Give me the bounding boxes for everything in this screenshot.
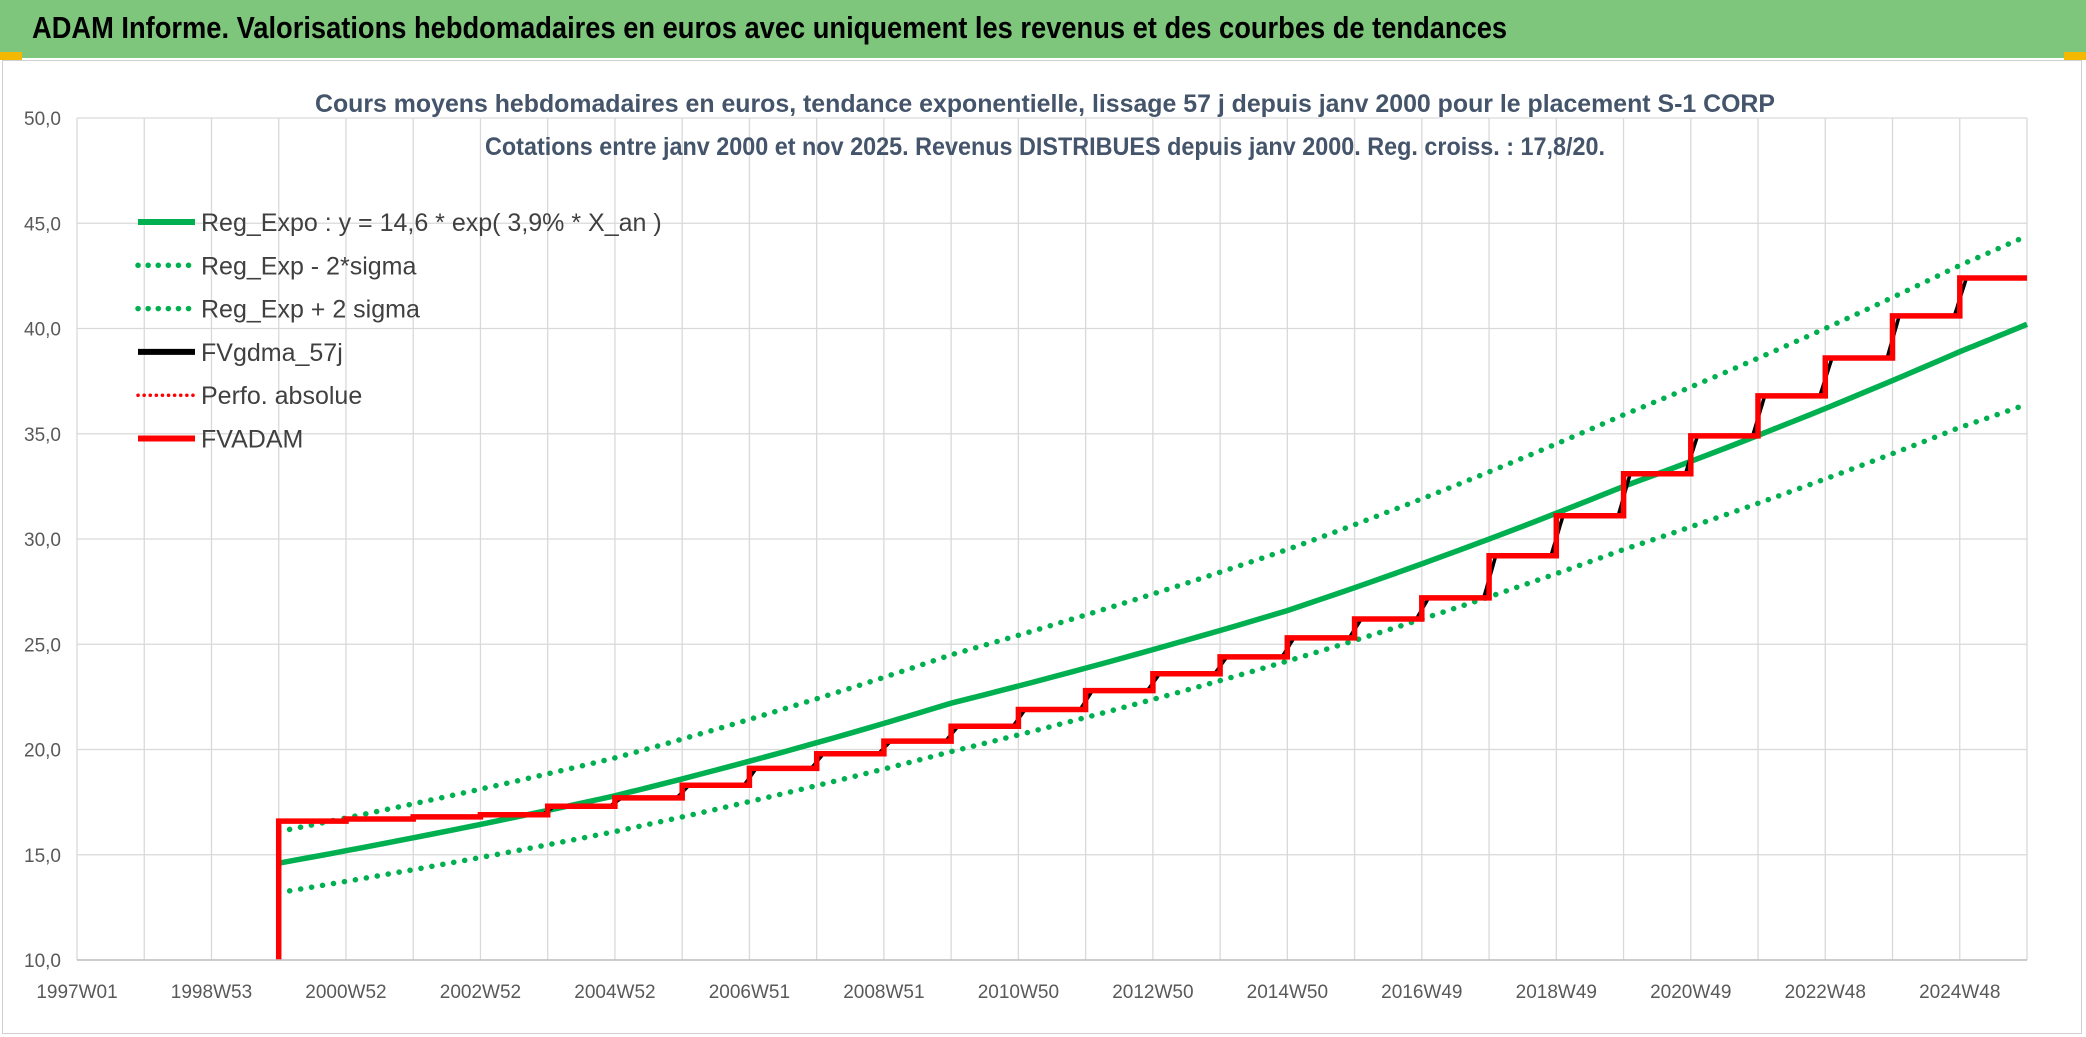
- x-tick-label: 2022W48: [1785, 982, 1866, 1003]
- corner-marker-right: [2064, 52, 2086, 60]
- fvadam-line: [275, 275, 2027, 960]
- x-tick-label: 1998W53: [171, 982, 252, 1003]
- chart-title-line-2: Cotations entre janv 2000 et nov 2025. R…: [485, 133, 1605, 161]
- axes: 1997W01 1998W53 2000W52 2002W52 2004W52 2006W…: [24, 109, 2027, 1003]
- y-tick-label: 40,0: [24, 320, 61, 341]
- reg-exp-plus-2sigma-line: [275, 233, 2030, 835]
- x-tick-label: 2006W51: [709, 982, 790, 1003]
- grid: [76, 117, 2028, 961]
- y-tick-label: 25,0: [24, 635, 61, 656]
- y-tick-label: 30,0: [24, 530, 61, 551]
- x-tick-label: 2004W52: [574, 982, 655, 1003]
- x-tick-label: 2008W51: [843, 982, 924, 1003]
- x-tick-label: 2012W50: [1112, 982, 1193, 1003]
- x-tick-label: 2024W48: [1919, 982, 2000, 1003]
- y-tick-label: 10,0: [24, 951, 61, 972]
- reg-exp-minus-2sigma-line: [275, 401, 2030, 896]
- x-tick-label: 2010W50: [978, 982, 1059, 1003]
- x-tick-label: 2014W50: [1247, 982, 1328, 1003]
- plot-area: [275, 233, 2030, 960]
- legend-perfo-absolue: Perfo. absolue: [136, 382, 362, 410]
- legend-label: Reg_Exp + 2 sigma: [201, 296, 420, 324]
- legend-fvgdma: FVgdma_57j: [138, 339, 343, 367]
- legend-label: Reg_Exp - 2*sigma: [201, 252, 416, 280]
- report-title: ADAM Informe. Valorisations hebdomadaire…: [32, 10, 1508, 45]
- legend-reg-exp-minus: Reg_Exp - 2*sigma: [135, 252, 416, 280]
- chart-title-line-1: Cours moyens hebdomadaires en euros, ten…: [315, 90, 1775, 118]
- legend-label: FVgdma_57j: [201, 339, 343, 367]
- legend: Reg_Expo : y = 14,6 * exp( 3,9% * X_an )…: [135, 209, 662, 454]
- y-tick-label: 50,0: [24, 109, 61, 130]
- legend-fvadam: FVADAM: [138, 426, 303, 454]
- y-tick-label: 15,0: [24, 846, 61, 867]
- y-tick-label: 20,0: [24, 741, 61, 762]
- legend-reg-expo: Reg_Expo : y = 14,6 * exp( 3,9% * X_an ): [138, 209, 662, 237]
- y-tick-label: 35,0: [24, 425, 61, 446]
- x-tick-label: 2000W52: [305, 982, 386, 1003]
- x-tick-label: 2018W49: [1516, 982, 1597, 1003]
- x-tick-label: 2020W49: [1650, 982, 1731, 1003]
- legend-label: Perfo. absolue: [201, 382, 362, 410]
- x-tick-label: 1997W01: [36, 982, 117, 1003]
- legend-reg-exp-plus: Reg_Exp + 2 sigma: [135, 296, 420, 324]
- y-tick-label: 45,0: [24, 214, 61, 235]
- chart-frame: [2, 60, 2082, 1034]
- corner-marker-left: [0, 52, 22, 60]
- x-tick-label: 2016W49: [1381, 982, 1462, 1003]
- legend-label: FVADAM: [201, 426, 303, 454]
- x-tick-label: 2002W52: [440, 982, 521, 1003]
- report-header: ADAM Informe. Valorisations hebdomadaire…: [0, 0, 2086, 58]
- legend-label: Reg_Expo : y = 14,6 * exp( 3,9% * X_an ): [201, 209, 662, 237]
